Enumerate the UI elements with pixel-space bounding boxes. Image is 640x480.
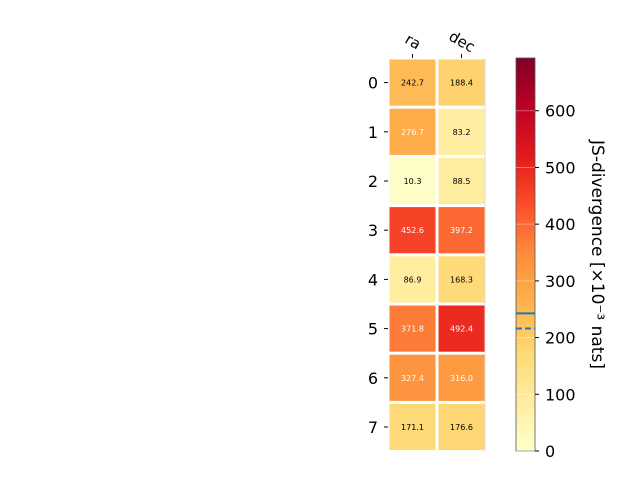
heatmap-cell bbox=[438, 354, 485, 401]
colorbar-tick-label: 0 bbox=[545, 442, 555, 461]
row-label: 0 bbox=[368, 74, 378, 93]
colorbar-tick-label: 500 bbox=[545, 158, 576, 177]
heatmap-cell bbox=[389, 108, 436, 155]
row-label: 7 bbox=[368, 418, 378, 437]
column-label: dec bbox=[446, 27, 478, 56]
cell-value-label: 168.3 bbox=[450, 275, 473, 284]
cell-value-label: 242.7 bbox=[401, 79, 424, 88]
heatmap-cell bbox=[389, 157, 436, 205]
colorbar-tick-label: 600 bbox=[545, 102, 576, 121]
heatmap-cell bbox=[389, 403, 436, 451]
cell-value-label: 83.2 bbox=[453, 128, 471, 137]
colorbar-tick-label: 400 bbox=[545, 215, 576, 234]
column-label: ra bbox=[402, 30, 424, 53]
heatmap-cell bbox=[438, 256, 485, 303]
colorbar-label: JS-divergence [×10⁻³ nats] bbox=[587, 139, 607, 369]
cell-value-label: 171.1 bbox=[401, 423, 424, 432]
colorbar-tick-label: 200 bbox=[545, 329, 576, 348]
heatmap-cell bbox=[389, 305, 436, 352]
heatmap-cell bbox=[438, 305, 485, 352]
cell-value-label: 452.6 bbox=[401, 226, 424, 235]
row-label: 3 bbox=[368, 221, 378, 240]
heatmap-cell bbox=[438, 157, 485, 205]
column-labels: ra dec bbox=[402, 27, 478, 58]
cell-value-label: 371.8 bbox=[401, 325, 424, 334]
row-label: 4 bbox=[368, 270, 378, 289]
heatmap-cell bbox=[389, 354, 436, 401]
cell-value-label: 327.4 bbox=[401, 374, 424, 383]
cell-value-label: 188.4 bbox=[450, 79, 473, 88]
row-label: 1 bbox=[368, 123, 378, 142]
row-label: 2 bbox=[368, 172, 378, 191]
colorbar-tick-label: 100 bbox=[545, 385, 576, 404]
heatmap-cell bbox=[389, 59, 436, 106]
heatmap-cell bbox=[438, 207, 485, 254]
heatmap-cell bbox=[438, 108, 485, 155]
cell-value-label: 176.6 bbox=[450, 423, 473, 432]
cell-value-label: 316.0 bbox=[450, 374, 473, 383]
heatmap-cells: 242.7 188.4 276.7 83.2 10.3 88.5 452.6 397.2 86.… bbox=[389, 58, 486, 452]
heatmap-cell bbox=[389, 256, 436, 303]
colorbar-gradient bbox=[515, 57, 536, 452]
row-labels: 0 1 2 3 4 5 6 7 bbox=[368, 74, 388, 437]
cell-value-label: 88.5 bbox=[453, 177, 471, 186]
heatmap-cell bbox=[438, 59, 485, 106]
colorbar-tick-label: 300 bbox=[545, 272, 576, 291]
heatmap-cell bbox=[438, 403, 485, 451]
cell-value-label: 397.2 bbox=[450, 226, 473, 235]
cell-value-label: 10.3 bbox=[404, 177, 422, 186]
row-label: 5 bbox=[368, 320, 378, 339]
cell-value-label: 276.7 bbox=[401, 128, 424, 137]
colorbar: 0 100 200 300 400 500 600 JS-divergence [×10⁻³ … bbox=[515, 57, 607, 461]
cell-value-label: 492.4 bbox=[450, 325, 473, 334]
row-label: 6 bbox=[368, 369, 378, 388]
heatmap-cell bbox=[389, 207, 436, 254]
cell-value-label: 86.9 bbox=[404, 275, 422, 284]
